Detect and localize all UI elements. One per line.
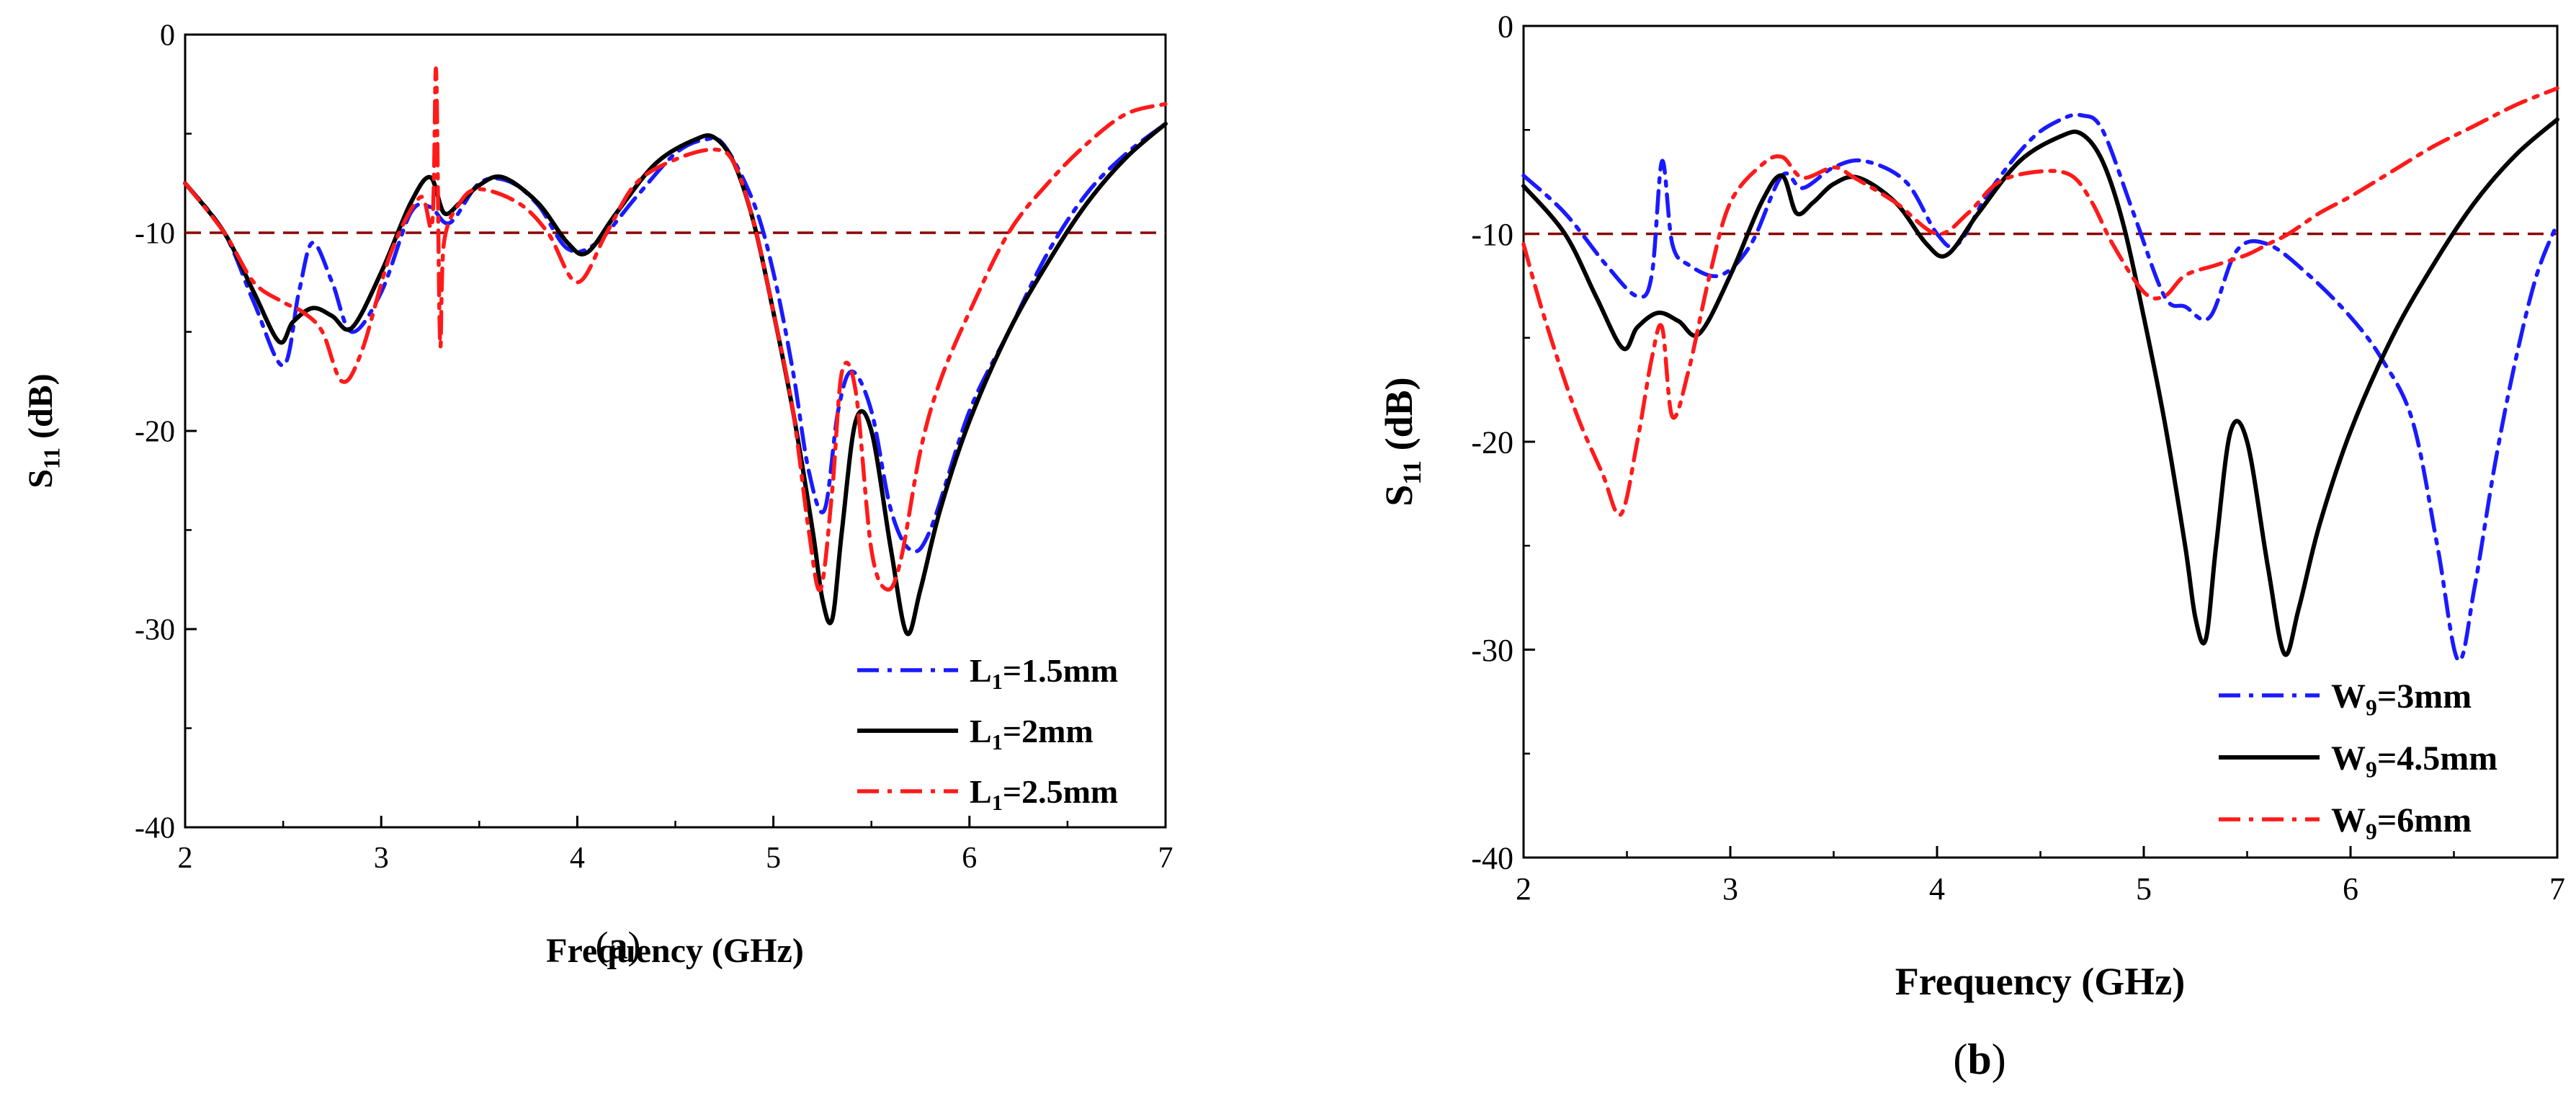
legend-label-2: W9=4.5mm [2331,739,2497,783]
y-tick-label: 0 [160,19,175,53]
legend-name-sub: 9 [2366,695,2377,720]
x-tick-label: 6 [962,842,977,875]
legend-label-1: L1=1.5mm [970,652,1118,694]
y-tick-label: -10 [1471,217,1513,252]
legend-name-main: W [2331,739,2366,778]
x-tick-label: 2 [178,842,193,875]
x-tick-label: 6 [2343,871,2358,907]
x-tick-label: 4 [570,842,585,875]
panel-label-letter: b [1967,1036,1991,1083]
y-tick-label: 0 [1498,9,1513,44]
legend-name-main: W [2331,801,2366,840]
legend-name-rest: =4.5mm [2377,739,2497,778]
legend-name-sub: 1 [992,730,1003,754]
y-axis-title-unit: (dB) [22,373,60,448]
panel-label: (b) [1953,1036,2005,1083]
legend-label-3: L1=2.5mm [970,773,1118,815]
y-tick-label: -30 [135,614,175,647]
y-axis-title-sub: 11 [1397,460,1426,485]
y-tick-label: -30 [1471,633,1513,668]
legend-name-rest: =3mm [2377,677,2472,716]
series-line-3 [183,66,1168,592]
series-line-1 [1521,112,2559,663]
legend-name-main: L [970,773,992,810]
legend-label-2: L1=2mm [970,713,1094,754]
y-tick-label: -10 [135,218,175,251]
panel-label: (a) [596,924,641,967]
legend-name-sub: 1 [992,669,1003,694]
legend-label-3: W9=6mm [2331,801,2472,845]
panel-label-open: ( [1953,1036,1967,1083]
legend-name-sub: 9 [2366,819,2377,844]
legend-label-1: W9=3mm [2331,677,2472,721]
series-line-2 [1521,117,2559,657]
panel-label-close: ) [1992,1036,2006,1083]
x-tick-label: 7 [1158,842,1173,875]
y-axis-title-main: S [1377,485,1421,507]
x-tick-label: 3 [374,842,389,875]
legend-name-rest: =2.5mm [1003,773,1118,810]
y-axis-title-unit: (dB) [1377,377,1421,460]
x-axis-title: Frequency (GHz) [1895,960,2185,1003]
x-tick-label: 5 [2136,871,2152,907]
x-tick-label: 2 [1516,871,1531,907]
x-tick-label: 4 [1929,871,1945,907]
series-line-3 [1521,86,2559,517]
panel-label-letter: a [609,924,628,967]
y-axis-title: S11 (dB) [1377,377,1426,506]
chart-panel-1: 2 3 4 5 6 70-10-20-30-40L1=1.5mmL1=2mmL1=2.5m… [22,19,1173,970]
legend-name-sub: 9 [2366,757,2377,782]
chart-panel-2: 2 3 4 5 6 70-10-20-30-40W9=3mmW9=4.5mmW9=6mmF… [1377,9,2565,1083]
legend-name-main: L [970,652,992,689]
plot-frame [1522,25,2559,859]
legend-name-rest: =2mm [1003,713,1094,749]
panel-label-close: ) [628,924,641,967]
series-line-2 [183,121,1168,636]
y-axis-title-main: S [22,469,60,489]
y-axis-title: S11 (dB) [22,373,65,488]
y-axis-title-sub: 11 [40,448,65,469]
legend-name-main: W [2331,677,2366,716]
series-line-1 [183,122,1168,553]
y-tick-label: -40 [135,812,175,845]
legend-name-rest: =1.5mm [1003,652,1118,689]
x-tick-label: 5 [766,842,781,875]
x-tick-label: 3 [1722,871,1738,907]
y-tick-label: -20 [1471,424,1513,460]
x-tick-label: 7 [2549,871,2565,907]
legend-name-rest: =6mm [2377,801,2472,840]
x-axis-title: Frequency (GHz) [546,932,804,970]
y-tick-label: -40 [1471,840,1513,876]
legend-name-sub: 1 [992,791,1003,815]
plot-frame [184,33,1167,829]
panel-label-open: ( [596,924,609,967]
legend-name-main: L [970,713,992,749]
y-tick-label: -20 [135,416,175,449]
